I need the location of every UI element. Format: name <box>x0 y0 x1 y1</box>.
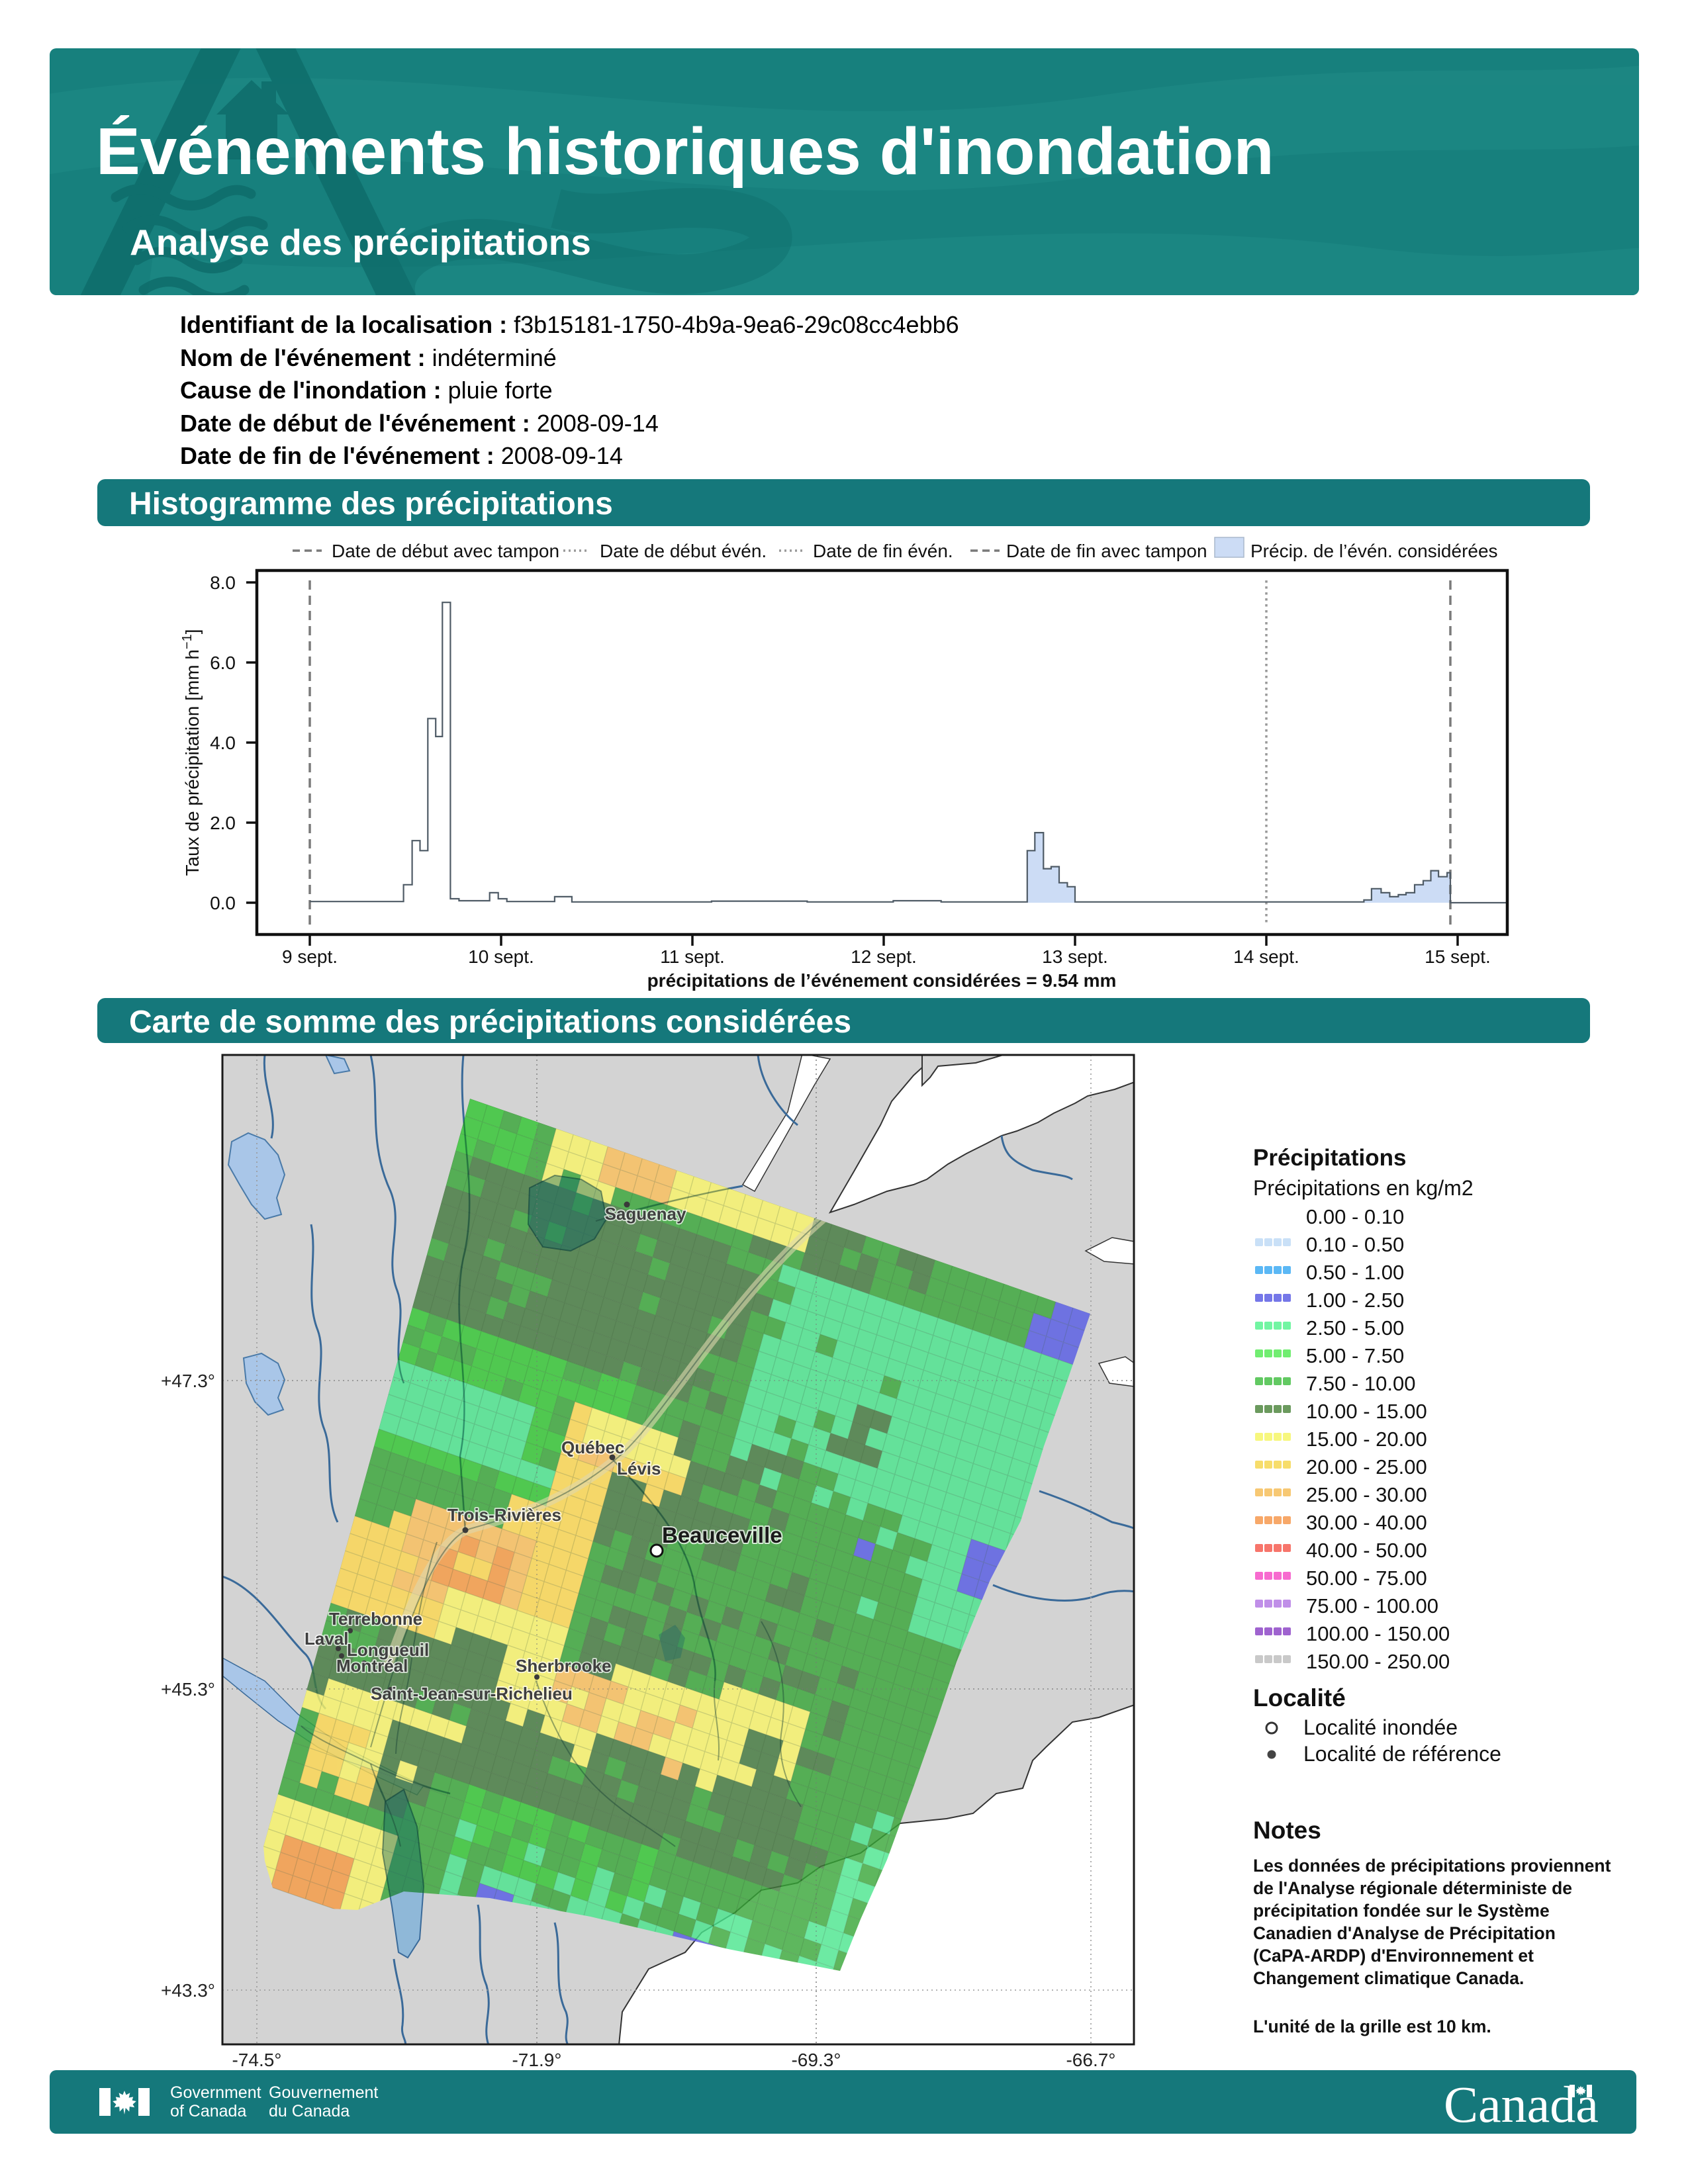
svg-text:30.00 - 40.00: 30.00 - 40.00 <box>1306 1511 1427 1534</box>
svg-text:+45.3°: +45.3° <box>161 1679 215 1700</box>
svg-text:40.00 - 50.00: 40.00 - 50.00 <box>1306 1539 1427 1562</box>
svg-text:0.0: 0.0 <box>210 893 236 913</box>
svg-text:15 sept.: 15 sept. <box>1425 946 1491 967</box>
svg-text:Localité inondée: Localité inondée <box>1303 1715 1458 1739</box>
svg-text:150.00 - 250.00: 150.00 - 250.00 <box>1306 1650 1450 1673</box>
svg-text:11 sept.: 11 sept. <box>660 946 725 967</box>
svg-text:Sherbrooke: Sherbrooke <box>516 1656 612 1676</box>
svg-text:Government: Government <box>170 2083 261 2102</box>
svg-text:précipitations de l’événement: précipitations de l’événement considérée… <box>647 970 1117 991</box>
svg-text:Terrebonne: Terrebonne <box>329 1609 422 1629</box>
svg-text:0.00 - 0.10: 0.00 - 0.10 <box>1306 1205 1404 1228</box>
svg-text:8.0: 8.0 <box>210 572 236 593</box>
svg-text:50.00 - 75.00: 50.00 - 75.00 <box>1306 1567 1427 1590</box>
svg-text:Précip. de l’évén. considérées: Précip. de l’évén. considérées <box>1250 541 1498 561</box>
svg-text:Date de fin avec tampon: Date de fin avec tampon <box>1006 541 1207 561</box>
svg-text:Canadien d'Analyse de Précipit: Canadien d'Analyse de Précipitation <box>1253 1923 1556 1943</box>
svg-text:25.00 - 30.00: 25.00 - 30.00 <box>1306 1483 1427 1506</box>
svg-text:10.00 - 15.00: 10.00 - 15.00 <box>1306 1400 1427 1423</box>
svg-text:Date de début avec tampon: Date de début avec tampon <box>332 541 559 561</box>
svg-text:-66.7°: -66.7° <box>1066 2050 1115 2070</box>
svg-text:-69.3°: -69.3° <box>791 2050 841 2070</box>
svg-text:10 sept.: 10 sept. <box>468 946 534 967</box>
svg-text:Localité de référence: Localité de référence <box>1303 1742 1501 1766</box>
svg-text:15.00 - 20.00: 15.00 - 20.00 <box>1306 1428 1427 1451</box>
svg-text:Taux de précipitation [mm h−1]: Taux de précipitation [mm h−1] <box>180 629 203 876</box>
svg-text:Saguenay: Saguenay <box>605 1204 686 1224</box>
svg-text:1.00 - 2.50: 1.00 - 2.50 <box>1306 1289 1404 1312</box>
svg-text:Canada: Canada <box>1444 2075 1599 2133</box>
svg-text:12 sept.: 12 sept. <box>851 946 917 967</box>
svg-text:Lévis: Lévis <box>617 1459 661 1479</box>
svg-text:Montréal: Montréal <box>336 1656 408 1676</box>
svg-text:précipitation fondée sur le Sy: précipitation fondée sur le Système <box>1253 1901 1550 1921</box>
svg-text:Beauceville: Beauceville <box>662 1523 782 1547</box>
svg-text:0.10 - 0.50: 0.10 - 0.50 <box>1306 1233 1404 1256</box>
svg-text:2.0: 2.0 <box>210 813 236 833</box>
svg-text:+43.3°: +43.3° <box>161 1980 215 2001</box>
svg-text:-74.5°: -74.5° <box>232 2050 281 2070</box>
svg-text:13 sept.: 13 sept. <box>1042 946 1108 967</box>
svg-text:of Canada: of Canada <box>170 2102 246 2120</box>
svg-text:Trois-Rivières: Trois-Rivières <box>447 1505 561 1525</box>
svg-text:Précipitations: Précipitations <box>1253 1145 1406 1171</box>
svg-text:Laval: Laval <box>305 1629 349 1649</box>
svg-text:0.50 - 1.00: 0.50 - 1.00 <box>1306 1261 1404 1284</box>
svg-text:9 sept.: 9 sept. <box>282 946 338 967</box>
svg-text:6.0: 6.0 <box>210 653 236 673</box>
svg-text:(CaPA-ARDP) d'Environnement et: (CaPA-ARDP) d'Environnement et <box>1253 1946 1534 1966</box>
svg-text:5.00 - 7.50: 5.00 - 7.50 <box>1306 1344 1404 1367</box>
svg-text:de l'Analyse régionale détermi: de l'Analyse régionale déterministe de <box>1253 1878 1572 1898</box>
svg-text:L'unité de la grille est 10 km: L'unité de la grille est 10 km. <box>1253 2017 1491 2036</box>
svg-text:Date de début évén.: Date de début évén. <box>600 541 767 561</box>
svg-text:100.00 - 150.00: 100.00 - 150.00 <box>1306 1622 1450 1645</box>
svg-text:Les données de précipitations: Les données de précipitations proviennen… <box>1253 1856 1611 1876</box>
svg-text:-71.9°: -71.9° <box>512 2050 561 2070</box>
svg-text:Saint-Jean-sur-Richelieu: Saint-Jean-sur-Richelieu <box>371 1684 573 1704</box>
svg-text:75.00 - 100.00: 75.00 - 100.00 <box>1306 1594 1438 1617</box>
svg-text:Précipitations en kg/m2: Précipitations en kg/m2 <box>1253 1176 1474 1200</box>
svg-text:+47.3°: +47.3° <box>161 1371 215 1391</box>
svg-text:Localité: Localité <box>1253 1684 1346 1711</box>
svg-text:Changement climatique Canada.: Changement climatique Canada. <box>1253 1968 1524 1988</box>
svg-text:Gouvernement: Gouvernement <box>269 2083 378 2102</box>
svg-text:2.50 - 5.00: 2.50 - 5.00 <box>1306 1316 1404 1340</box>
svg-text:14 sept.: 14 sept. <box>1233 946 1299 967</box>
svg-text:Longueuil: Longueuil <box>347 1640 429 1660</box>
svg-text:Notes: Notes <box>1253 1817 1321 1844</box>
svg-text:4.0: 4.0 <box>210 733 236 753</box>
svg-text:du Canada: du Canada <box>269 2102 350 2120</box>
svg-text:Québec: Québec <box>561 1437 624 1457</box>
svg-text:20.00 - 25.00: 20.00 - 25.00 <box>1306 1455 1427 1479</box>
svg-text:7.50 - 10.00: 7.50 - 10.00 <box>1306 1372 1415 1395</box>
svg-text:Date de fin évén.: Date de fin évén. <box>813 541 953 561</box>
